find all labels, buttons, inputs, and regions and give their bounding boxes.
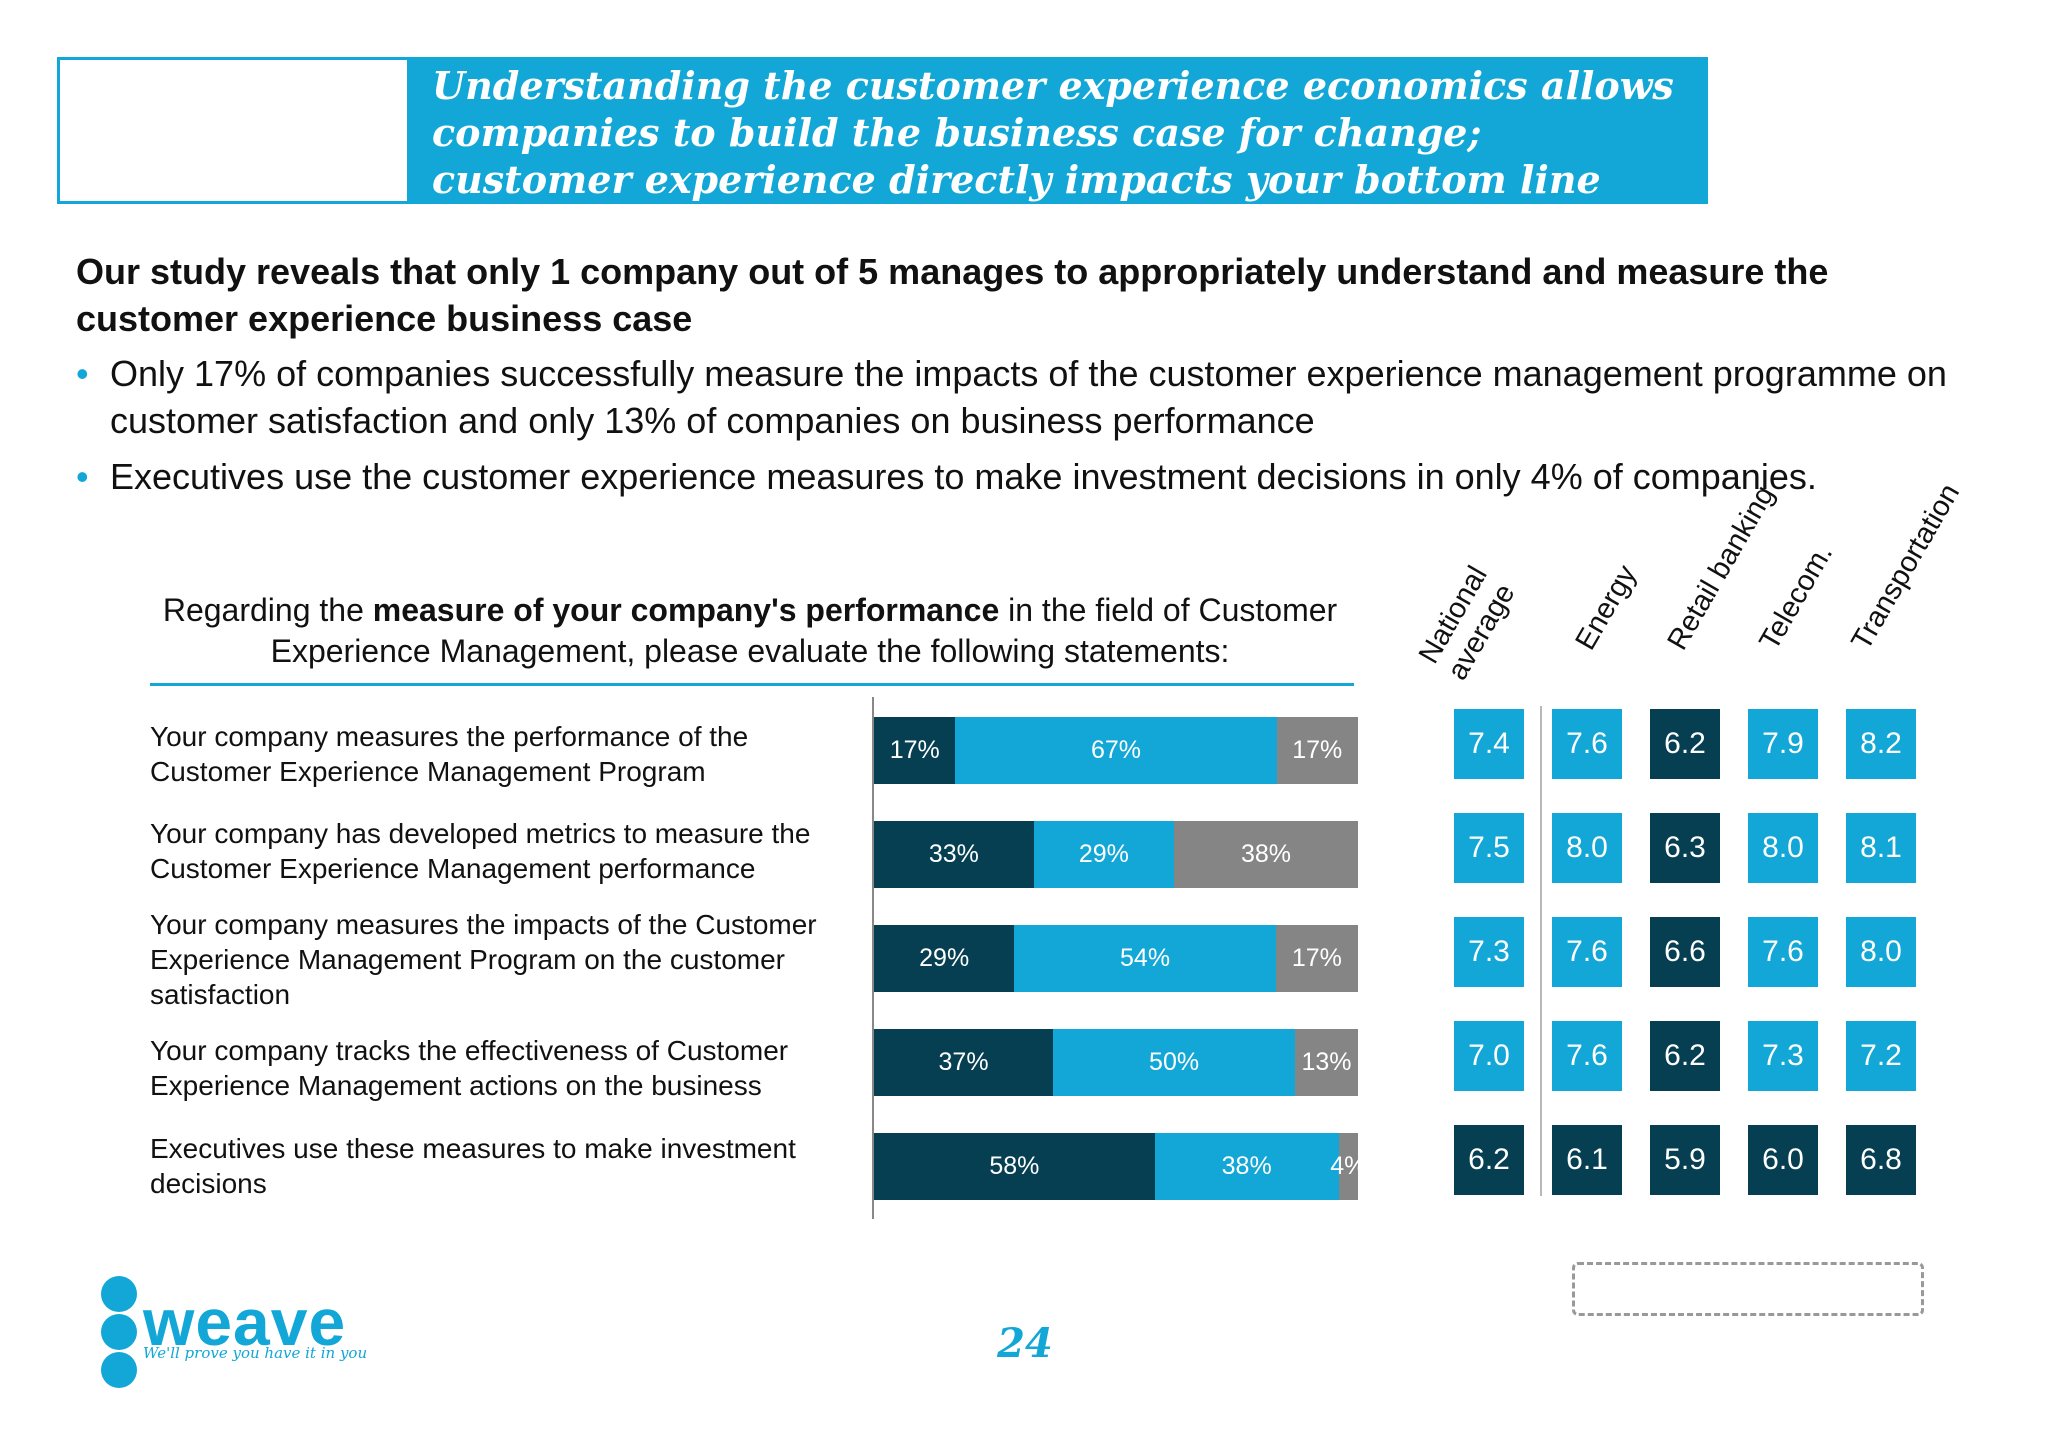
bar-segment: 50% [1053, 1029, 1296, 1096]
logo-text: weave [143, 1285, 347, 1359]
bar-value-label: 38% [1221, 1152, 1272, 1180]
score-cell: 7.6 [1552, 709, 1622, 779]
bar-segment: 4% [1330, 1133, 1366, 1200]
score-cell: 7.4 [1454, 709, 1524, 779]
score-cell: 6.0 [1748, 1125, 1818, 1195]
score-cell: 7.3 [1748, 1021, 1818, 1091]
bar-value-label: 29% [919, 944, 970, 972]
bar-segment: 17% [1275, 925, 1358, 992]
bar-segment: 67% [955, 717, 1277, 784]
score-cell: 7.6 [1552, 917, 1622, 987]
score-cell: 7.0 [1454, 1021, 1524, 1091]
bar-segment: 13% [1295, 1029, 1358, 1096]
statement-label: Executives use these measures to make in… [150, 1133, 796, 1199]
bar-segment: 38% [1154, 1133, 1339, 1200]
score-cell: 7.3 [1454, 917, 1524, 987]
question-underline [150, 683, 1354, 686]
bar-value-label: 67% [1090, 736, 1141, 764]
statement-label: Your company tracks the effectiveness of… [150, 1035, 789, 1101]
study-heading: Our study reveals that only 1 company ou… [76, 251, 1829, 339]
bar-value-label: 13% [1301, 1048, 1352, 1076]
bar-segment: 29% [1033, 821, 1175, 888]
question-emphasis: measure of your company's performance [372, 592, 1000, 628]
bullet-item: • Only 17% of companies successfully mea… [76, 350, 2006, 444]
page-title: Understanding the customer experience ec… [432, 63, 1674, 202]
legend-item-high: >=9 [1846, 1278, 1878, 1299]
score-cell: 8.0 [1552, 813, 1622, 883]
score-cell: 7.9 [1748, 709, 1818, 779]
legend-item-mid: >= 7 & <9 [1707, 1278, 1787, 1299]
bar-segment: 58% [874, 1133, 1155, 1200]
bar-segment: 29% [874, 925, 1015, 992]
score-column-header: National average [1412, 560, 1522, 686]
score-cell: 6.2 [1650, 709, 1720, 779]
survey-question: Regarding the measure of your company's … [150, 590, 1350, 672]
bar-value-label: 38% [1241, 840, 1292, 868]
bullet-text: Only 17% of companies successfully measu… [110, 353, 1947, 441]
statement-label: Your company measures the impacts of the… [150, 909, 817, 1010]
score-cell: 6.2 [1454, 1125, 1524, 1195]
bar-value-label: 50% [1149, 1048, 1200, 1076]
bullet-dot-icon: • [76, 353, 89, 394]
score-cell: 5.9 [1650, 1125, 1720, 1195]
statement-label: Your company measures the performance of… [150, 721, 749, 787]
bar-value-label: 33% [928, 840, 979, 868]
score-cell: 6.2 [1650, 1021, 1720, 1091]
bar-segment: 17% [1276, 717, 1358, 784]
logo-tagline: We'll prove you have it in you [143, 1344, 368, 1362]
bar-value-label: 17% [889, 736, 940, 764]
score-column-header: Telecom. [1753, 539, 1840, 656]
bar-value-label: 54% [1120, 944, 1171, 972]
statement-label: Your company has developed metrics to me… [150, 818, 811, 884]
bar-chart-axis [872, 697, 874, 1219]
bar-segment: 54% [1014, 925, 1276, 992]
score-legend [1572, 1262, 1924, 1316]
bullet-dot-icon: • [76, 456, 89, 497]
bar-segment: 37% [874, 1029, 1054, 1096]
bar-segment: 38% [1174, 821, 1358, 888]
bar-value-label: 37% [938, 1048, 989, 1076]
score-cell: 8.0 [1748, 813, 1818, 883]
title-banner [407, 57, 1708, 204]
bar-value-label: 17% [1291, 944, 1342, 972]
bullet-item: • Executives use the customer experience… [76, 453, 2006, 500]
score-cell: 6.8 [1846, 1125, 1916, 1195]
bar-value-label: 4% [1330, 1152, 1367, 1180]
bar-value-label: 29% [1078, 840, 1129, 868]
score-cell: 6.1 [1552, 1125, 1622, 1195]
bar-segment: 33% [874, 821, 1034, 888]
score-cell: 8.0 [1846, 917, 1916, 987]
score-cell: 7.6 [1748, 917, 1818, 987]
score-cell: 7.5 [1454, 813, 1524, 883]
question-prefix: Regarding the [162, 592, 373, 628]
question-suffix: in the field of Customer Experience Mana… [270, 592, 1338, 669]
score-cell: 7.6 [1552, 1021, 1622, 1091]
score-cell: 8.2 [1846, 709, 1916, 779]
score-cell: 7.2 [1846, 1021, 1916, 1091]
bar-segment: 17% [874, 717, 956, 784]
bar-value-label: 17% [1292, 736, 1343, 764]
page-number: 24 [997, 1320, 1053, 1367]
score-cell: 8.1 [1846, 813, 1916, 883]
legend-item-low: <7 [1621, 1278, 1643, 1299]
score-cell: 6.3 [1650, 813, 1720, 883]
score-cell: 6.6 [1650, 917, 1720, 987]
bullet-text: Executives use the customer experience m… [110, 456, 1817, 497]
national-average-divider [1540, 706, 1542, 1196]
score-column-header: Transportation [1845, 478, 1967, 656]
bar-value-label: 58% [989, 1152, 1040, 1180]
score-column-header: Energy [1569, 559, 1644, 656]
